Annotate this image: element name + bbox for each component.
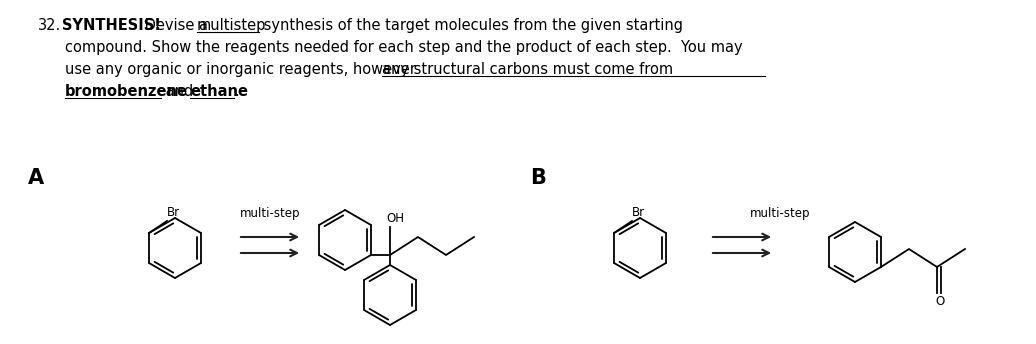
Text: multi-step: multi-step [239,207,300,220]
Text: use any organic or inorganic reagents, however: use any organic or inorganic reagents, h… [65,62,421,77]
Text: bromobenzene: bromobenzene [65,84,188,99]
Text: synthesis of the target molecules from the given starting: synthesis of the target molecules from t… [259,18,683,33]
Text: .: . [234,84,238,99]
Text: multistep: multistep [197,18,266,33]
Text: A: A [28,168,45,188]
Text: compound. Show the reagents needed for each step and the product of each step.  : compound. Show the reagents needed for e… [65,40,743,55]
Text: multi-step: multi-step [750,207,810,220]
Text: OH: OH [386,212,404,225]
Text: Devise a: Devise a [140,18,212,33]
Text: 32.: 32. [38,18,61,33]
Text: Br: Br [632,206,645,219]
Text: B: B [530,168,546,188]
Text: SYNTHESIS!: SYNTHESIS! [62,18,161,33]
Text: O: O [934,295,944,308]
Text: any structural carbons must come from: any structural carbons must come from [382,62,673,77]
Text: and: and [161,84,198,99]
Text: Br: Br [167,206,180,219]
Text: ethane: ethane [190,84,248,99]
